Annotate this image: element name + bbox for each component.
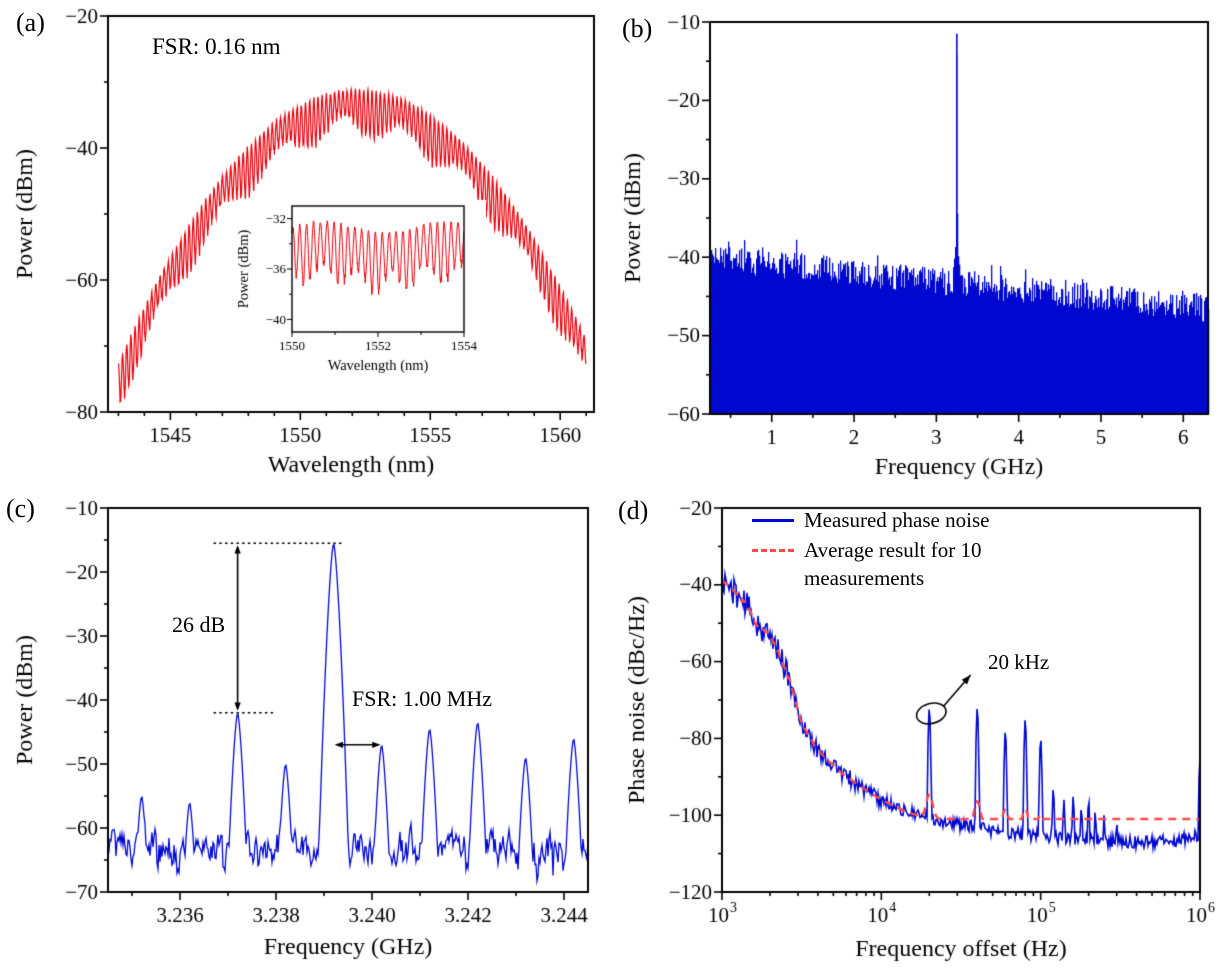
panel-d-phase-noise-chart xyxy=(610,486,1220,972)
panel-d-label: (d) xyxy=(618,496,649,525)
panel-c-label: (c) xyxy=(6,494,35,523)
panel-c-rf-zoom-chart xyxy=(0,486,610,972)
fsr-annotation-a: FSR: 0.16 nm xyxy=(152,34,281,59)
spur-annotation: 20 kHz xyxy=(988,650,1050,674)
panel-b-rf-spectrum-chart xyxy=(610,0,1220,486)
phase-noise-legend: Measured phase noise Average result for … xyxy=(752,507,1042,595)
legend-label-average: Average result for 10 measurements xyxy=(804,538,982,590)
legend-entry-average: Average result for 10 measurements xyxy=(752,537,1042,592)
panel-a-label: (a) xyxy=(16,8,45,37)
legend-line-dashed-red xyxy=(752,549,794,553)
panel-a-optical-spectrum-chart xyxy=(0,0,610,486)
suppression-annotation: 26 dB xyxy=(172,612,226,637)
fsr-annotation-c: FSR: 1.00 MHz xyxy=(352,686,492,711)
legend-label-measured: Measured phase noise xyxy=(804,508,990,532)
legend-entry-measured: Measured phase noise xyxy=(752,507,1042,534)
legend-line-solid-blue xyxy=(752,519,794,522)
panel-b-label: (b) xyxy=(622,14,653,43)
